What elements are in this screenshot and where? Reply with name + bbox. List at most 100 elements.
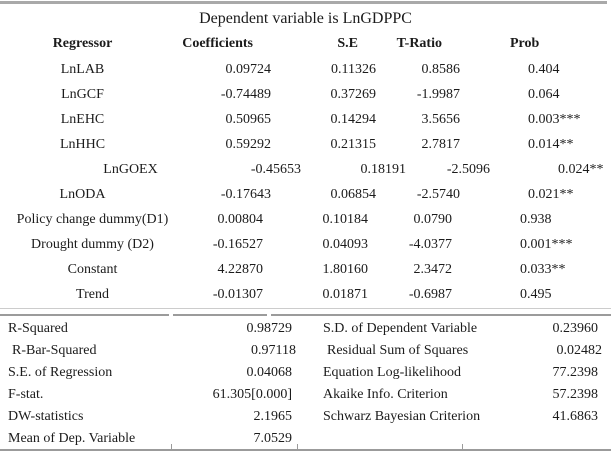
- t-ratio-cell: 3.5656: [421, 111, 461, 127]
- t-ratio-cell: -0.6987: [408, 286, 452, 302]
- border-tick: [462, 444, 463, 449]
- stat-row: F-stat. 61.305[0.000] Akaike Info. Crite…: [0, 384, 611, 406]
- t-ratio-cell: -4.0377: [408, 236, 452, 252]
- table-row: Drought dummy (D2) -0.16527 0.04093 -4.0…: [0, 232, 611, 257]
- stat-label: Schwarz Bayesian Criterion: [323, 409, 481, 424]
- stat-label: R-Squared: [8, 321, 68, 336]
- se-cell: 0.10184: [322, 211, 369, 227]
- table-row: LnGOEX -0.45653 0.18191 -2.5096 0.024**: [0, 157, 611, 182]
- stat-value: 7.0529: [253, 431, 293, 446]
- coefficient-cell: 0.00804: [217, 211, 264, 227]
- coefficient-cell: 0.59292: [225, 136, 272, 152]
- t-ratio-cell: -1.9987: [416, 86, 460, 102]
- divider-gap: [169, 314, 173, 316]
- stat-value: 0.98729: [246, 321, 293, 336]
- prob-cell: 0.003***: [528, 111, 581, 127]
- stat-row: Mean of Dep. Variable 7.0529: [0, 428, 611, 450]
- header-se: S.E: [337, 36, 358, 51]
- table-header-row: Regressor Coefficients S.E T-Ratio Prob: [0, 31, 611, 57]
- stat-row: R-Squared 0.98729 S.D. of Dependent Vari…: [0, 318, 611, 340]
- stat-label: DW-statistics: [8, 409, 84, 424]
- table-row: LnODA -0.17643 0.06854 -2.5740 0.021**: [0, 182, 611, 207]
- regressor-cell: LnGCF: [61, 86, 104, 102]
- regressor-cell: LnLAB: [60, 61, 105, 77]
- t-ratio-cell: 0.0790: [413, 211, 453, 227]
- header-t-ratio: T-Ratio: [396, 36, 442, 51]
- regressor-cell: Trend: [76, 286, 109, 302]
- regressor-cell: LnGOEX: [103, 161, 158, 177]
- table-row: LnGCF -0.74489 0.37269 -1.9987 0.064: [0, 82, 611, 107]
- coefficient-cell: 0.50965: [225, 111, 272, 127]
- se-cell: 0.04093: [322, 236, 369, 252]
- stat-label: Akaike Info. Criterion: [323, 387, 448, 402]
- stat-value: 57.2398: [552, 387, 599, 402]
- se-cell: 0.11326: [331, 61, 376, 77]
- header-coefficients: Coefficients: [182, 36, 253, 51]
- se-cell: 0.37269: [330, 86, 377, 102]
- stat-value: 77.2398: [552, 365, 599, 380]
- bottom-rule-line: [0, 444, 611, 451]
- prob-cell: 0.024**: [558, 161, 604, 177]
- se-cell: 0.18191: [360, 161, 407, 177]
- table-row: Constant 4.22870 1.80160 2.3472 0.033**: [0, 257, 611, 282]
- stat-value: 61.305[0.000]: [212, 387, 292, 402]
- prob-cell: 0.001***: [520, 236, 573, 252]
- stat-value: 0.04068: [246, 365, 293, 380]
- section-divider-line: [0, 308, 611, 316]
- se-cell: 0.21315: [330, 136, 377, 152]
- t-ratio-cell: -2.5096: [446, 161, 490, 177]
- stat-value: 0.97118: [251, 343, 296, 358]
- prob-cell: 0.014**: [528, 136, 574, 152]
- stat-row: R-Bar-Squared 0.97118 Residual Sum of Sq…: [0, 340, 611, 362]
- coefficient-cell: -0.45653: [250, 161, 301, 177]
- prob-cell: 0.033**: [520, 261, 566, 277]
- stat-label: F-stat.: [8, 387, 44, 402]
- table-row: Policy change dummy(D1) 0.00804 0.10184 …: [0, 207, 611, 232]
- prob-cell: 0.938: [520, 211, 552, 227]
- stat-value: 41.6863: [552, 409, 599, 424]
- regressor-cell: Constant: [67, 261, 118, 277]
- coefficient-cell: 0.09724: [225, 61, 272, 77]
- prob-cell: 0.021**: [528, 186, 574, 202]
- stat-row: DW-statistics 2.1965 Schwarz Bayesian Cr…: [0, 406, 611, 428]
- header-prob: Prob: [510, 36, 540, 51]
- t-ratio-cell: 0.8586: [421, 61, 461, 77]
- table-row: LnHHC 0.59292 0.21315 2.7817 0.014**: [0, 132, 611, 157]
- stat-value: 0.23960: [552, 321, 599, 336]
- regressor-cell: Drought dummy (D2): [31, 236, 154, 252]
- stat-label: S.E. of Regression: [8, 365, 113, 380]
- border-tick: [297, 444, 298, 449]
- coefficient-cell: 4.22870: [217, 261, 264, 277]
- coefficient-cell: -0.16527: [212, 236, 263, 252]
- stat-label: Residual Sum of Squares: [327, 343, 469, 358]
- stat-row: S.E. of Regression 0.04068 Equation Log-…: [0, 362, 611, 384]
- t-ratio-cell: 2.3472: [413, 261, 453, 277]
- stat-label: S.D. of Dependent Variable: [323, 321, 478, 336]
- top-rule-line: [0, 1, 607, 4]
- coefficient-cell: -0.17643: [220, 186, 271, 202]
- prob-cell: 0.404: [528, 61, 560, 77]
- border-tick: [171, 444, 172, 449]
- regressor-cell: Policy change dummy(D1): [16, 211, 169, 227]
- t-ratio-cell: 2.7817: [421, 136, 461, 152]
- table-row: Trend -0.01307 0.01871 -0.6987 0.495: [0, 282, 611, 307]
- stat-label: Mean of Dep. Variable: [8, 431, 136, 446]
- regressor-cell: LnEHC: [60, 111, 105, 127]
- summary-statistics: R-Squared 0.98729 S.D. of Dependent Vari…: [0, 318, 611, 450]
- prob-cell: 0.064: [528, 86, 560, 102]
- table-row: LnLAB 0.09724 0.11326 0.8586 0.404: [0, 57, 611, 82]
- t-ratio-cell: -2.5740: [416, 186, 460, 202]
- regressor-cell: LnHHC: [59, 136, 106, 152]
- stat-label: R-Bar-Squared: [12, 343, 97, 358]
- stat-value: 0.02482: [556, 343, 603, 358]
- table-title: Dependent variable is LnGDPPC: [199, 10, 412, 27]
- table-body: LnLAB 0.09724 0.11326 0.8586 0.404 LnGCF…: [0, 57, 611, 307]
- table-row: LnEHC 0.50965 0.14294 3.5656 0.003***: [0, 107, 611, 132]
- header-regressor: Regressor: [52, 36, 113, 51]
- se-cell: 0.01871: [322, 286, 369, 302]
- regressor-cell: LnODA: [59, 186, 106, 202]
- se-cell: 0.14294: [330, 111, 377, 127]
- stat-value: 2.1965: [253, 409, 293, 424]
